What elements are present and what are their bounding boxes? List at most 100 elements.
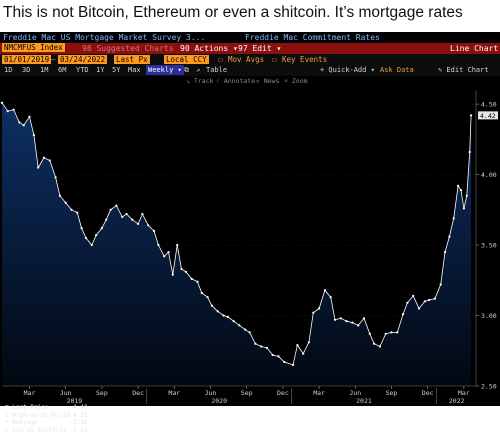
data-point-72 [385, 333, 387, 335]
key-events-checkbox-icon[interactable]: ☐ [272, 54, 277, 65]
data-point-1 [7, 110, 9, 112]
period-toolbar: 1D 3D 1M 6M YTD 1Y 5Y Max Weekly ▾ ⧉ ↗ T… [0, 65, 500, 76]
period-5y[interactable]: 5Y [112, 65, 120, 76]
data-point-13 [70, 209, 72, 211]
data-point-84 [448, 236, 450, 238]
data-point-33 [172, 274, 174, 276]
data-point-68 [363, 317, 365, 319]
data-point-57 [302, 353, 304, 355]
actions-menu[interactable]: 90 Actions ▾ [180, 43, 238, 54]
y-tick-label-2: 3.50 [481, 242, 497, 250]
annotate-tool[interactable]: ⁄ Annotate [216, 76, 255, 86]
data-point-12 [65, 202, 67, 204]
period-1d[interactable]: 1D [4, 65, 12, 76]
x-tick-label-8: Mar [313, 389, 325, 397]
x-tick-label-4: Mar [168, 389, 180, 397]
data-point-27 [141, 213, 143, 215]
data-point-14 [76, 212, 78, 214]
data-point-2 [13, 109, 15, 111]
x-tick-label-2: Sep [96, 389, 108, 397]
ask-data-field[interactable]: Ask Data [380, 65, 414, 76]
frequency-dropdown[interactable]: Weekly ▾ [146, 65, 184, 75]
data-point-5 [28, 116, 30, 118]
data-point-78 [418, 307, 420, 309]
chart-tools-bar: ↘ Track ⁄ Annotate ▫ News ⌕ Zoom [0, 76, 500, 86]
data-point-73 [390, 331, 392, 333]
data-point-41 [211, 305, 213, 307]
data-point-64 [340, 317, 342, 319]
data-point-37 [191, 278, 193, 280]
edit-menu[interactable]: 97 Edit ▾ [238, 43, 281, 54]
data-point-18 [95, 234, 97, 236]
data-point-79 [424, 300, 426, 302]
x-tick-label-5: Jun [205, 389, 217, 397]
data-point-52 [272, 354, 274, 356]
data-point-90 [469, 151, 471, 153]
x-tick-label-10: Sep [386, 389, 398, 397]
news-tool[interactable]: ▫ News [256, 76, 279, 86]
data-point-67 [357, 324, 359, 326]
x-tick-label-9: Jun [349, 389, 361, 397]
data-point-19 [101, 227, 103, 229]
price-type-field[interactable]: Last Px [114, 55, 150, 64]
date-separator: – [51, 54, 56, 65]
y-tick-label-1: 3.00 [481, 312, 497, 320]
data-point-83 [444, 251, 446, 253]
data-point-39 [201, 292, 203, 294]
x-tick-label-0: Mar [24, 389, 36, 397]
data-point-26 [137, 223, 139, 225]
year-label-2: 2021 [356, 397, 372, 405]
y-tick-label-3: 4.00 [481, 171, 497, 179]
data-point-36 [185, 271, 187, 273]
period-max[interactable]: Max [128, 65, 141, 76]
data-point-65 [346, 320, 348, 322]
data-point-38 [196, 281, 198, 283]
data-point-20 [105, 219, 107, 221]
period-3d[interactable]: 3D [22, 65, 30, 76]
data-point-45 [233, 320, 235, 322]
data-point-6 [33, 134, 35, 136]
data-point-49 [254, 343, 256, 345]
bloomberg-terminal-window: Freddie Mac US Mortgage Market Survey 3.… [0, 32, 500, 406]
track-tool[interactable]: ↘ Track [186, 76, 213, 86]
data-point-86 [457, 185, 459, 187]
mov-avgs-label[interactable]: Mov Avgs [228, 54, 264, 65]
period-1m[interactable]: 1M [40, 65, 48, 76]
suggested-charts-button[interactable]: 98 Suggested Charts [82, 43, 174, 54]
data-point-75 [402, 313, 404, 315]
data-point-53 [277, 355, 279, 357]
chart-icon[interactable]: ⧉ [184, 65, 189, 76]
line-icon[interactable]: ↗ [196, 65, 200, 76]
table-view-button[interactable]: Table [206, 65, 227, 76]
chart-type-label: Line Chart [450, 43, 498, 54]
ticker-field[interactable]: NMCMFUS Index [2, 43, 65, 52]
edit-chart-button[interactable]: ✎ Edit Chart [438, 65, 489, 76]
mov-avgs-checkbox-icon[interactable]: ☐ [218, 54, 223, 65]
x-tick-label-11: Dec [422, 389, 434, 397]
data-point-62 [330, 296, 332, 298]
data-point-34 [176, 244, 178, 246]
end-date-field[interactable]: 03/24/2022 [58, 55, 107, 64]
period-ytd[interactable]: YTD [76, 65, 89, 76]
data-point-25 [131, 219, 133, 221]
data-point-77 [412, 295, 414, 297]
data-point-74 [396, 331, 398, 333]
data-point-24 [125, 213, 127, 215]
data-point-16 [85, 237, 87, 239]
x-tick-label-6: Sep [241, 389, 253, 397]
currency-field[interactable]: Local CCY [164, 55, 209, 64]
period-6m[interactable]: 6M [58, 65, 66, 76]
start-date-field[interactable]: 01/01/2019 [2, 55, 51, 64]
quick-add-label[interactable]: + Quick-Add ▾ [320, 65, 375, 76]
data-point-51 [266, 347, 268, 349]
period-1y[interactable]: 1Y [96, 65, 104, 76]
key-events-label[interactable]: Key Events [282, 54, 327, 65]
zoom-tool[interactable]: ⌕ Zoom [284, 76, 307, 86]
data-point-10 [55, 176, 57, 178]
y-tick-label-0: 2.50 [481, 383, 497, 391]
security-title-bar: Freddie Mac US Mortgage Market Survey 3.… [0, 32, 500, 43]
